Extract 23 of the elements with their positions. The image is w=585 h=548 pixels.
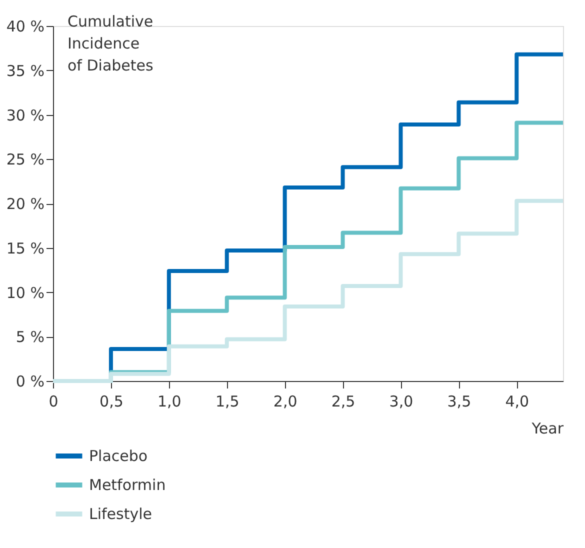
x-tick-label: 4,0 (505, 392, 530, 410)
x-tick-label: 0,5 (100, 392, 124, 410)
x-tick-label: 3,5 (447, 392, 472, 410)
x-tick-label: 2,0 (273, 392, 298, 410)
y-axis-title: Cumulative Incidence of Diabetes (68, 12, 154, 74)
y-tick-label: 5 % (16, 328, 44, 346)
y-tick-label: 10 % (6, 284, 44, 302)
legend-label: Lifestyle (89, 505, 152, 523)
x-tick-label: 1,5 (215, 392, 240, 410)
y-tick-label: 20 % (6, 195, 44, 213)
y-tick-label: 30 % (6, 106, 44, 124)
y-tick-label: 15 % (6, 239, 44, 258)
y-tick-label: 40 % (6, 18, 44, 36)
x-tick-label: 3,0 (389, 392, 414, 410)
y-tick-label: 25 % (6, 150, 44, 169)
x-axis-title: Year (530, 420, 564, 438)
x-tick-label: 0 (48, 392, 58, 410)
y-tick-label: 0 % (16, 372, 44, 390)
legend-label: Placebo (89, 447, 148, 465)
x-tick-label: 2,5 (331, 392, 356, 410)
legend-label: Metformin (89, 476, 166, 494)
y-tick-label: 35 % (6, 62, 44, 80)
x-tick-label: 1,0 (157, 392, 182, 410)
